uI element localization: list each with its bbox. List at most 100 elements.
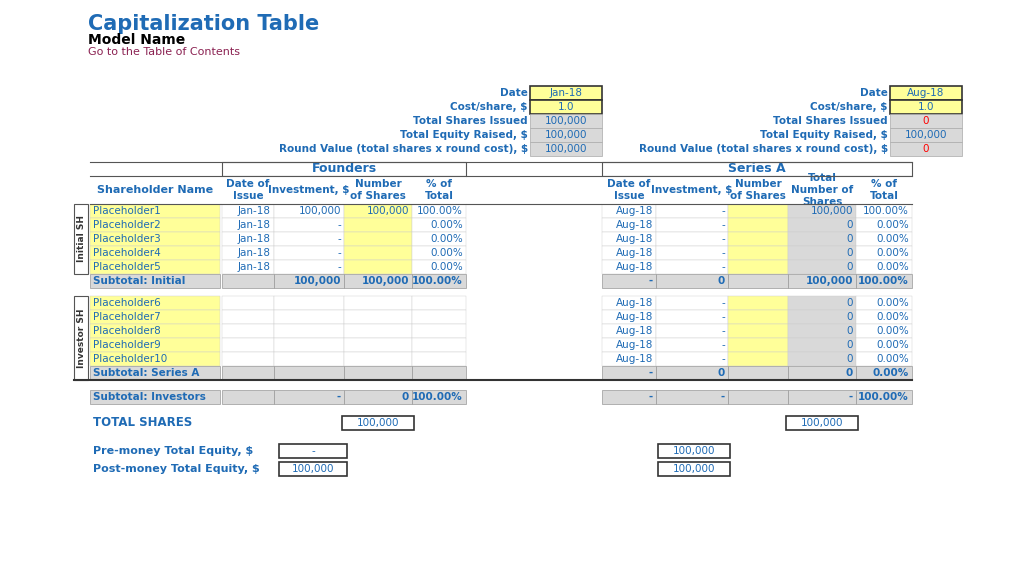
Bar xyxy=(530,142,602,156)
Text: 100,000: 100,000 xyxy=(545,144,587,154)
Bar xyxy=(344,260,412,274)
Bar xyxy=(728,352,788,366)
Bar xyxy=(90,218,220,232)
Text: TOTAL SHARES: TOTAL SHARES xyxy=(93,417,193,429)
Text: Investment, $: Investment, $ xyxy=(651,185,733,195)
Bar xyxy=(222,176,274,204)
Bar xyxy=(274,366,344,380)
Text: 100,000: 100,000 xyxy=(545,130,587,140)
Bar xyxy=(222,352,274,366)
Text: Number
of Shares: Number of Shares xyxy=(350,179,406,201)
Text: Jan-18: Jan-18 xyxy=(238,234,271,244)
Text: Shareholder Name: Shareholder Name xyxy=(97,185,213,195)
Bar xyxy=(728,324,788,338)
Text: -: - xyxy=(721,392,725,402)
Bar xyxy=(602,176,656,204)
Bar xyxy=(74,204,88,274)
Bar xyxy=(530,114,602,128)
Bar xyxy=(602,296,656,310)
Text: Go to the Table of Contents: Go to the Table of Contents xyxy=(88,47,240,57)
Text: 0: 0 xyxy=(718,368,725,378)
Text: -: - xyxy=(721,312,725,322)
Text: 0.00%: 0.00% xyxy=(430,234,463,244)
Bar xyxy=(602,310,656,324)
Bar xyxy=(728,366,788,380)
Text: Jan-18: Jan-18 xyxy=(238,206,271,216)
Text: Total
Number of
Shares: Total Number of Shares xyxy=(791,174,853,207)
Bar xyxy=(274,390,344,404)
Bar xyxy=(728,274,788,288)
Text: 0.00%: 0.00% xyxy=(877,340,909,350)
Text: -: - xyxy=(721,354,725,364)
Text: 1.0: 1.0 xyxy=(918,102,934,112)
Bar xyxy=(728,176,788,204)
Text: Jan-18: Jan-18 xyxy=(238,220,271,230)
Text: 100,000: 100,000 xyxy=(811,206,853,216)
Bar xyxy=(344,274,412,288)
Text: Pre-money Total Equity, $: Pre-money Total Equity, $ xyxy=(93,446,253,456)
Bar xyxy=(412,324,466,338)
Text: -: - xyxy=(337,262,341,272)
Text: Capitalization Table: Capitalization Table xyxy=(88,14,319,34)
Bar xyxy=(530,100,602,114)
Text: 0: 0 xyxy=(846,368,853,378)
Bar xyxy=(656,218,728,232)
Text: -: - xyxy=(649,392,653,402)
Bar xyxy=(412,296,466,310)
Bar xyxy=(222,338,274,352)
Bar xyxy=(274,218,344,232)
Bar xyxy=(788,260,856,274)
Bar xyxy=(90,338,220,352)
Text: 100.00%: 100.00% xyxy=(863,206,909,216)
Bar xyxy=(412,260,466,274)
Text: 0: 0 xyxy=(923,144,929,154)
Bar xyxy=(222,246,274,260)
Text: Aug-18: Aug-18 xyxy=(615,248,653,258)
Text: Date of
Issue: Date of Issue xyxy=(226,179,269,201)
Text: -: - xyxy=(337,392,341,402)
Text: 0.00%: 0.00% xyxy=(877,234,909,244)
Bar xyxy=(412,338,466,352)
Bar xyxy=(788,218,856,232)
Bar xyxy=(656,366,728,380)
Text: 100,000: 100,000 xyxy=(905,130,947,140)
Text: 100.00%: 100.00% xyxy=(417,206,463,216)
Text: -: - xyxy=(311,446,314,456)
Text: 100,000: 100,000 xyxy=(673,464,715,474)
Text: 0: 0 xyxy=(847,354,853,364)
Text: Jan-18: Jan-18 xyxy=(238,262,271,272)
Text: 0.00%: 0.00% xyxy=(877,220,909,230)
Bar xyxy=(412,176,466,204)
Bar xyxy=(856,324,912,338)
Text: Jan-18: Jan-18 xyxy=(238,248,271,258)
Bar xyxy=(788,310,856,324)
Bar xyxy=(412,232,466,246)
Text: 100,000: 100,000 xyxy=(806,276,853,286)
Bar xyxy=(856,296,912,310)
Text: 100,000: 100,000 xyxy=(673,446,715,456)
Text: 100,000: 100,000 xyxy=(356,418,399,428)
Bar xyxy=(656,260,728,274)
Bar xyxy=(786,416,858,430)
Bar xyxy=(344,324,412,338)
Text: Subtotal: Initial: Subtotal: Initial xyxy=(93,276,185,286)
Text: Total Equity Raised, $: Total Equity Raised, $ xyxy=(760,130,888,140)
Text: Placeholder6: Placeholder6 xyxy=(93,298,161,308)
Text: -: - xyxy=(721,326,725,336)
Bar xyxy=(602,366,656,380)
Bar xyxy=(342,416,414,430)
Bar xyxy=(274,274,344,288)
Text: 100.00%: 100.00% xyxy=(413,392,463,402)
Text: 0: 0 xyxy=(847,262,853,272)
Bar xyxy=(890,86,962,100)
Bar xyxy=(344,232,412,246)
Bar xyxy=(274,338,344,352)
Bar xyxy=(344,366,412,380)
Bar xyxy=(274,352,344,366)
Text: Placeholder4: Placeholder4 xyxy=(93,248,161,258)
Text: Aug-18: Aug-18 xyxy=(907,88,945,98)
Bar xyxy=(728,232,788,246)
Text: Aug-18: Aug-18 xyxy=(615,206,653,216)
Text: Post-money Total Equity, $: Post-money Total Equity, $ xyxy=(93,464,260,474)
Bar xyxy=(856,274,912,288)
